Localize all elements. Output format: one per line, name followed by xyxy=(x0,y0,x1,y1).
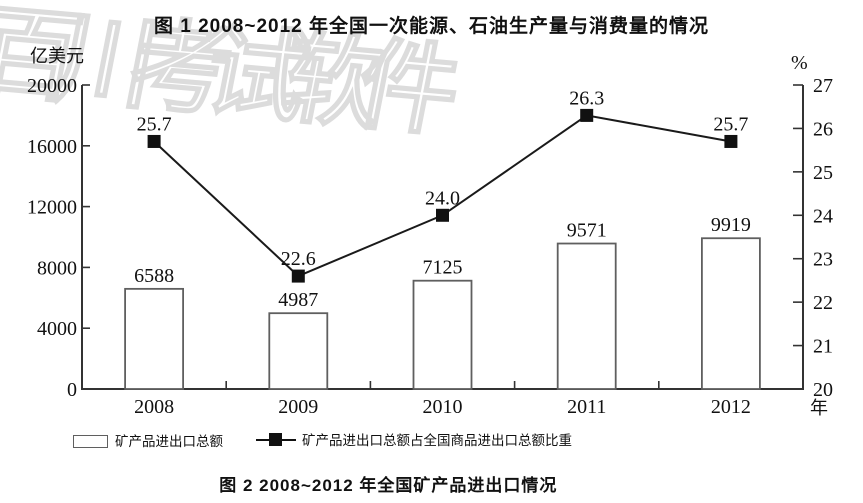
line-value-label-2008: 25.7 xyxy=(137,113,172,135)
right-axis-tick-label: 26 xyxy=(813,118,833,140)
line-marker-2011 xyxy=(580,108,594,122)
line-value-label-2011: 26.3 xyxy=(569,87,604,109)
bar-value-label-2008: 6588 xyxy=(134,265,174,287)
right-axis-tick-label: 23 xyxy=(813,249,833,271)
left-axis-tick-label: 4000 xyxy=(37,318,77,340)
bar-value-label-2009: 4987 xyxy=(278,289,318,311)
right-axis-tick-label: 22 xyxy=(813,292,833,314)
line-marker-2009 xyxy=(291,269,305,283)
bar-2009 xyxy=(268,312,329,390)
figure2-caption: 图 2 2008~2012 年全国矿产品进出口情况 xyxy=(219,476,558,495)
bar-2012 xyxy=(701,237,761,390)
bar-value-label-2012: 9919 xyxy=(711,214,751,236)
right-axis-tick-label: 21 xyxy=(813,336,833,358)
left-axis-tick-label: 20000 xyxy=(27,75,77,97)
bar-2010 xyxy=(412,279,473,390)
right-axis-tick-label: 25 xyxy=(813,162,833,184)
left-axis-tick-label: 8000 xyxy=(37,257,77,279)
left-axis-tick-label: 0 xyxy=(67,379,77,401)
bar-value-label-2010: 7125 xyxy=(423,257,463,279)
right-axis-tick-label: 27 xyxy=(813,75,833,97)
line-value-label-2009: 22.6 xyxy=(281,248,316,270)
bar-2008 xyxy=(124,287,184,390)
left-axis-tick-label: 12000 xyxy=(27,197,77,219)
x-axis-year-label: 2011 xyxy=(567,396,606,418)
right-axis-unit-label: % xyxy=(791,52,808,74)
right-axis-tick-label: 24 xyxy=(813,205,833,227)
left-axis-unit-label: 亿美元 xyxy=(30,46,84,66)
x-axis-year-label: 2009 xyxy=(278,396,318,418)
bar-2011 xyxy=(556,242,617,390)
left-axis-tick-label: 16000 xyxy=(27,136,77,158)
x-axis-year-label: 2012 xyxy=(711,396,751,418)
x-axis-year-label: 2008 xyxy=(134,396,174,418)
right-axis-tick-label: 20 xyxy=(813,379,833,401)
line-marker-2008 xyxy=(147,134,161,148)
x-axis-year-label: 2010 xyxy=(423,396,463,418)
figure1-title: 图 1 2008~2012 年全国一次能源、石油生产量与消费量的情况 xyxy=(153,16,710,37)
bar-value-label-2011: 9571 xyxy=(567,220,607,242)
line-marker-2010 xyxy=(436,208,449,222)
line-value-label-2012: 25.7 xyxy=(713,113,748,135)
line-value-label-2010: 24.0 xyxy=(425,187,460,209)
line-marker-2012 xyxy=(724,134,738,148)
x-axis-unit-label: 年 xyxy=(810,398,828,418)
